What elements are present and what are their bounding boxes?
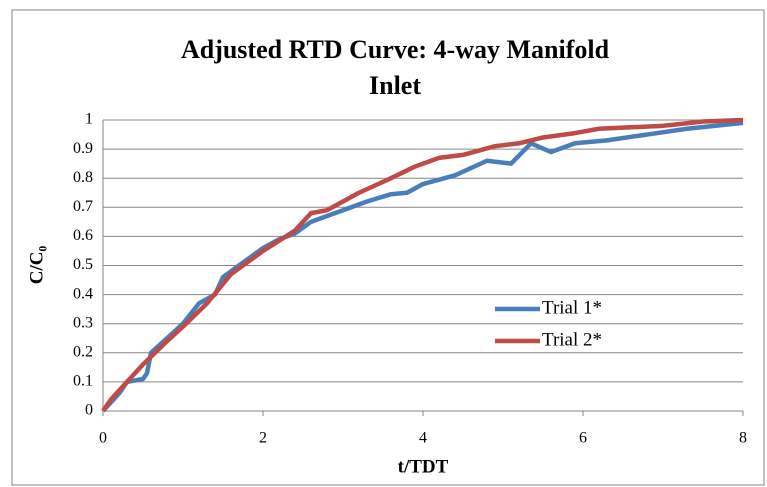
x-tick-label: 0 xyxy=(99,430,107,447)
y-tick-label: 0.3 xyxy=(73,314,93,331)
x-tick-label: 2 xyxy=(259,430,267,447)
y-tick-label: 0 xyxy=(85,402,93,419)
y-tick-label: 0.8 xyxy=(73,169,93,186)
data-line xyxy=(101,120,744,413)
x-tick-label: 4 xyxy=(419,430,427,447)
y-tick-label: 0.1 xyxy=(73,373,93,390)
x-tick-label: 6 xyxy=(579,430,587,447)
chart-title: Adjusted RTD Curve: 4-way Manifold xyxy=(181,35,610,64)
data-line xyxy=(101,117,744,413)
y-tick-label: 0.9 xyxy=(73,140,93,157)
y-axis-label: C/C₀ xyxy=(26,245,47,284)
legend-label: Trial 2* xyxy=(542,329,602,350)
x-axis-label: t/TDT xyxy=(398,456,449,477)
legend-label: Trial 1* xyxy=(542,297,602,318)
chart-title: Inlet xyxy=(369,71,421,100)
y-tick-label: 0.2 xyxy=(73,343,93,360)
y-tick-label: 0.4 xyxy=(73,285,93,302)
y-tick-label: 0.7 xyxy=(73,198,93,215)
chart-frame xyxy=(11,9,765,486)
y-tick-label: 0.5 xyxy=(73,256,93,273)
x-tick-label: 8 xyxy=(739,430,747,447)
y-tick-label: 1 xyxy=(85,111,93,128)
y-tick-label: 0.6 xyxy=(73,227,93,244)
